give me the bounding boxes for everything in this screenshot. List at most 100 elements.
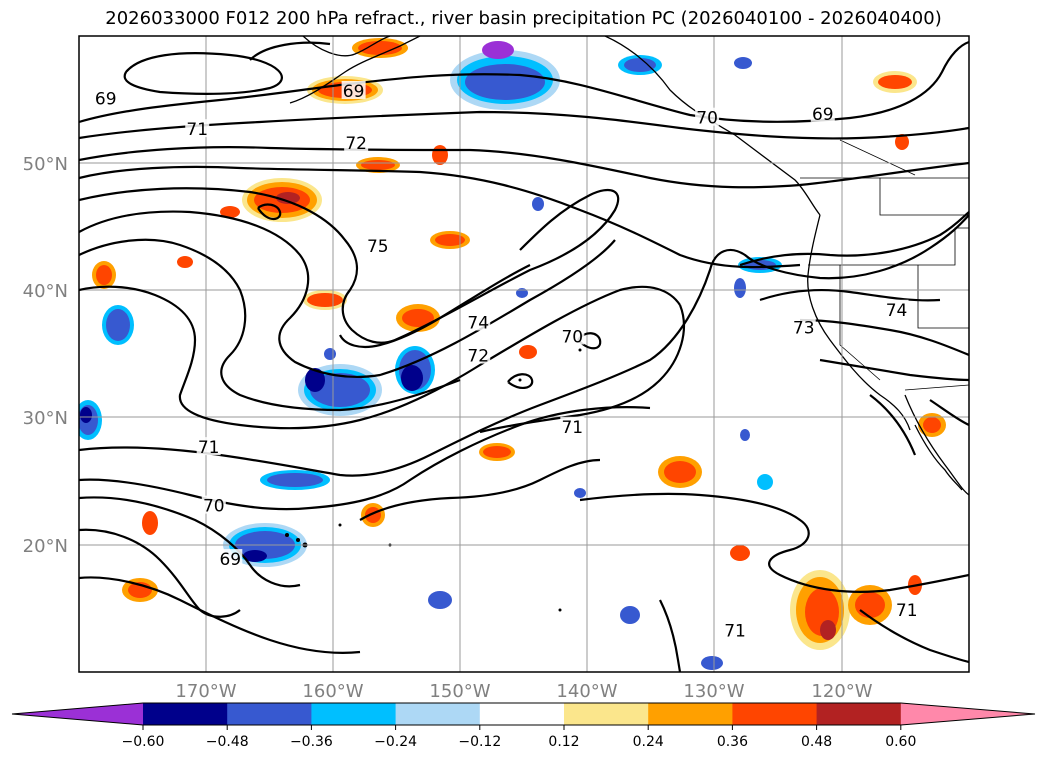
colorbar-tick-label: 0.60 <box>885 734 916 750</box>
contour-small-ring <box>257 203 282 221</box>
contour-label-bg <box>466 345 491 364</box>
pos-blob-mid-3 <box>396 304 440 332</box>
contour-71-north <box>79 110 969 140</box>
contour-label-bg <box>560 416 585 435</box>
contour-label-bg <box>196 437 221 456</box>
colorbar-segment <box>227 703 312 725</box>
lon-label-170w: 170°W <box>175 681 236 702</box>
pos-blob-w-edge <box>92 261 116 289</box>
contour-label: 71 <box>198 438 220 458</box>
contour-label-bg <box>894 599 919 618</box>
contour-label: 69 <box>95 90 117 110</box>
colorbar-segment <box>648 703 733 725</box>
colorbar-tick-label: 0.48 <box>801 734 832 750</box>
colorbar-segment <box>395 703 481 725</box>
contour-69-west <box>123 52 283 95</box>
map-frame <box>78 35 970 673</box>
contour-labels: 69 69 71 72 70 69 75 74 72 70 71 71 70 69 73 74 71 71 <box>93 80 919 641</box>
contour-69-top <box>249 41 331 61</box>
pos-blob-east-bc <box>873 71 917 93</box>
contour-75-inner <box>339 264 531 349</box>
contour-label-bg <box>695 107 720 126</box>
neg-blob-gulf-alaska <box>450 41 560 110</box>
contour-70-closed <box>507 373 534 389</box>
colorbar: −0.60 −0.48 −0.36 −0.24 −0.12 0.12 0.24 0.36 0.4… <box>11 702 1036 750</box>
contour-label-bg <box>218 549 243 568</box>
contour-east-3 <box>799 318 969 357</box>
pos-blob-kodiak <box>352 38 408 58</box>
pos-blob-subtrop-3 <box>361 503 385 527</box>
contour-label-bg <box>884 299 909 318</box>
colorbar-extend-high <box>900 703 1035 725</box>
contour-sw-edge <box>79 576 361 654</box>
contour-label: 69 <box>343 82 365 102</box>
longitude-labels: 170°W 160°W 150°W 140°W 130°W 120°W <box>175 681 872 702</box>
contour-label: 74 <box>467 313 489 333</box>
coast-alaska-south <box>302 36 391 57</box>
contour-72-b <box>79 165 801 269</box>
contour-south-1 <box>359 458 601 521</box>
lon-label-150w: 150°W <box>429 681 490 702</box>
pos-blob-subtrop-1 <box>479 443 515 461</box>
colorbar-tick-label: −0.36 <box>290 734 333 750</box>
contour-east-1 <box>739 211 969 267</box>
contour-label: 71 <box>724 621 746 641</box>
lat-label-20n: 20°N <box>23 536 68 557</box>
latitude-labels: 20°N 30°N 40°N 50°N <box>23 154 68 557</box>
contour-71-south <box>79 214 969 477</box>
colorbar-segment <box>311 703 397 725</box>
colorbar-tick-label: 0.36 <box>717 734 748 750</box>
coastlines <box>289 36 969 496</box>
contour-label: 71 <box>186 120 208 140</box>
colorbar-tick-label: 0.24 <box>633 734 664 750</box>
lat-label-50n: 50°N <box>23 154 68 175</box>
pos-blob-mid-2 <box>303 290 347 310</box>
lon-label-160w: 160°W <box>302 681 363 702</box>
boundary-state-3 <box>917 265 969 329</box>
contour-71-low <box>79 406 651 511</box>
contour-label: 73 <box>793 319 815 339</box>
contour-label-bg <box>466 312 491 331</box>
boundary-us-mexico <box>904 384 969 391</box>
neg-blob-subtrop <box>260 470 330 490</box>
contour-70-small <box>577 332 602 350</box>
neg-blob-west-2 <box>79 400 102 440</box>
colorbar-extend-low <box>12 703 143 725</box>
contour-label-bg <box>93 88 118 107</box>
contour-label: 69 <box>219 550 241 570</box>
contour-east-6 <box>929 399 969 427</box>
pos-blob-baja <box>918 413 946 437</box>
boundary-bc-alberta <box>839 139 916 176</box>
precip-negative-anomalies <box>79 41 782 670</box>
contour-label-bg <box>344 133 369 152</box>
contour-label-bg <box>341 80 366 99</box>
contour-label-bg <box>791 317 816 336</box>
lat-label-30n: 30°N <box>23 408 68 429</box>
colorbar-tick-label: −0.24 <box>374 734 417 750</box>
precip-positive-anomalies <box>92 38 946 650</box>
contour-71-se <box>859 609 969 664</box>
contour-label-bg <box>201 495 226 514</box>
contour-label-bg <box>560 326 585 345</box>
coast-alaska <box>289 36 421 104</box>
lon-label-140w: 140°W <box>556 681 617 702</box>
pos-blob-subtrop-2 <box>658 456 702 488</box>
contour-label: 71 <box>896 601 918 621</box>
contour-label-bg <box>365 236 390 255</box>
colorbar-segment <box>732 703 818 725</box>
contour-75 <box>79 187 620 344</box>
colorbar-segment <box>564 703 649 725</box>
neg-blob-bc <box>618 55 662 75</box>
coast-baja-2 <box>914 424 963 491</box>
boundary-state-2 <box>808 227 969 266</box>
contour-label: 70 <box>696 109 718 129</box>
lon-label-120w: 120°W <box>811 681 872 702</box>
graticule <box>79 36 969 672</box>
neg-blob-mid-2 <box>395 346 435 394</box>
colorbar-segment <box>143 703 228 725</box>
contour-east-2 <box>759 288 941 302</box>
colorbar-tick-label: 0.12 <box>548 734 579 750</box>
neg-blob-west-1 <box>102 305 134 345</box>
contour-label: 75 <box>367 237 389 257</box>
